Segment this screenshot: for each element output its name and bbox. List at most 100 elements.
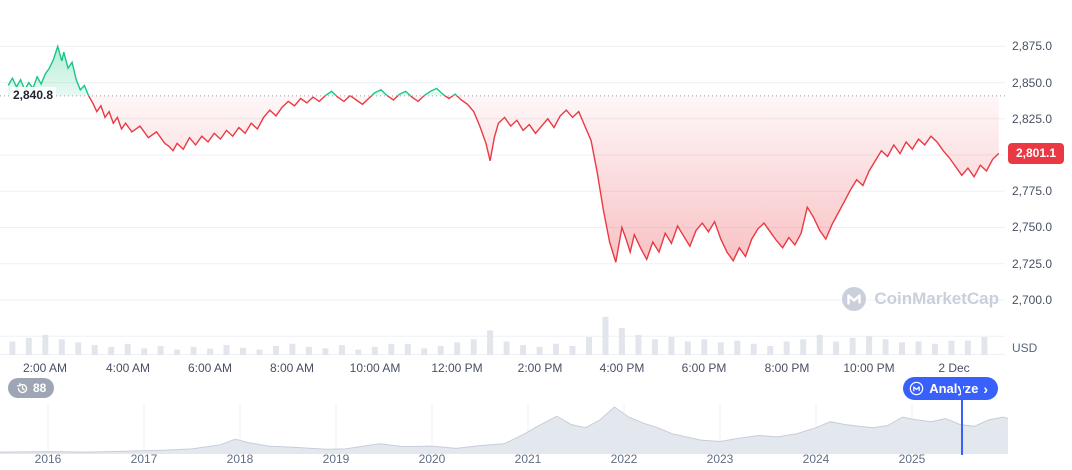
year-tick-label: 2023 xyxy=(706,452,734,466)
volume-bar xyxy=(866,336,873,355)
price-tick-label: 2,725.0 xyxy=(1012,256,1053,271)
time-tick-label: 8:00 AM xyxy=(269,361,315,375)
volume-bar xyxy=(124,343,131,355)
coinmarketcap-logo-icon xyxy=(841,286,867,312)
watermark-text: CoinMarketCap xyxy=(874,289,999,308)
volume-bar xyxy=(520,345,527,355)
volume-bar xyxy=(58,339,65,355)
volume-bar xyxy=(816,334,823,355)
year-tick-label: 2025 xyxy=(898,452,926,466)
volume-bar xyxy=(800,339,807,355)
volume-bar xyxy=(536,346,543,355)
year-tick-label: 2016 xyxy=(34,452,62,466)
volume-bar xyxy=(174,349,181,355)
time-tick-label: 4:00 AM xyxy=(105,361,151,375)
time-tick-label: 8:00 PM xyxy=(764,361,810,375)
volume-bar xyxy=(25,337,32,355)
volume-bar xyxy=(618,328,625,355)
volume-bar xyxy=(157,346,164,355)
volume-bar xyxy=(355,349,362,355)
volume-bar xyxy=(437,346,444,355)
coinmarketcap-watermark: CoinMarketCap xyxy=(841,286,999,312)
time-axis: 2:00 AM 4:00 AM 6:00 AM 8:00 AM 10:00 AM 12:0… xyxy=(0,355,1005,377)
volume-bar xyxy=(108,346,115,355)
history-count-label: 88 xyxy=(33,381,47,395)
volume-bar xyxy=(305,346,312,355)
volume-bar xyxy=(454,342,461,355)
volume-bar xyxy=(371,346,378,355)
chevron-right-icon: › xyxy=(983,380,988,397)
volume-bar xyxy=(651,339,658,355)
volume-bar xyxy=(273,346,279,355)
volume-bar xyxy=(553,343,559,355)
time-tick-label: 4:00 PM xyxy=(599,361,645,375)
navigator-chart[interactable] xyxy=(0,404,1008,454)
price-tick-label: 2,825.0 xyxy=(1012,111,1053,126)
volume-bar xyxy=(9,341,16,355)
time-tick-label: 2:00 PM xyxy=(517,361,563,375)
volume-bar xyxy=(734,340,741,355)
volume-bar xyxy=(256,349,263,355)
price-tick-label: 2,750.0 xyxy=(1012,220,1053,235)
volume-bar xyxy=(190,346,197,355)
volume-bar xyxy=(289,343,296,355)
volume-bar xyxy=(783,341,790,355)
volume-bar xyxy=(404,343,411,355)
volume-bar xyxy=(42,334,49,355)
volume-bar xyxy=(767,346,774,355)
time-tick-label: 12:00 PM xyxy=(431,361,483,375)
range-navigator[interactable] xyxy=(0,378,1008,455)
coinmarketcap-mini-icon xyxy=(909,381,924,396)
area-below-open xyxy=(88,95,999,263)
price-chart[interactable] xyxy=(0,0,1005,355)
year-tick-label: 2017 xyxy=(130,452,158,466)
time-tick-label: 6:00 AM xyxy=(187,361,233,375)
volume-bar xyxy=(503,341,510,355)
year-tick-label: 2018 xyxy=(226,452,254,466)
time-tick-label: 10:00 AM xyxy=(349,361,401,375)
price-tick-label: 2,875.0 xyxy=(1012,39,1053,54)
volume-bar xyxy=(833,341,840,355)
volume-bar xyxy=(981,337,988,355)
navigator-position-marker[interactable] xyxy=(961,378,963,455)
last-price-badge: 2,801.1 xyxy=(1008,142,1064,164)
price-tick-label: 2,775.0 xyxy=(1012,184,1053,199)
volume-bar xyxy=(75,342,82,355)
time-tick-label: 2 Dec xyxy=(938,361,970,375)
volume-bar xyxy=(635,334,642,355)
nav-area xyxy=(0,407,1008,454)
volume-bar xyxy=(388,343,395,355)
volume-bar xyxy=(882,339,889,355)
volume-bar xyxy=(586,337,592,355)
analyze-label: Analyze xyxy=(929,381,979,396)
volume-bar xyxy=(338,345,345,355)
history-count-badge[interactable]: 88 xyxy=(8,378,55,398)
volume-bar xyxy=(223,345,230,355)
volume-bar xyxy=(470,339,477,355)
clock-history-icon xyxy=(16,382,29,395)
price-line-down xyxy=(87,95,1000,263)
year-tick-label: 2021 xyxy=(514,452,542,466)
volume-bar xyxy=(141,348,148,355)
volume-bar xyxy=(668,337,675,355)
price-tick-label: 2,850.0 xyxy=(1012,75,1053,90)
volume-bar xyxy=(849,337,856,355)
volume-bar xyxy=(684,341,691,355)
time-tick-label: 6:00 PM xyxy=(681,361,727,375)
chart-area[interactable]: 2,840.8 CoinMarketCap xyxy=(0,0,1005,355)
volume-bar xyxy=(91,345,98,355)
price-axis: 2,801.1 USD 2,875.0 2,850.0 2,825.0 2,775.0… xyxy=(1005,0,1072,355)
analyze-button[interactable]: Analyze › xyxy=(903,377,998,400)
volume-bar xyxy=(487,330,494,355)
year-tick-label: 2024 xyxy=(802,452,830,466)
volume-bar xyxy=(240,347,246,355)
nav-line xyxy=(0,406,1008,453)
volume-bar xyxy=(899,342,905,355)
time-tick-label: 10:00 PM xyxy=(843,361,895,375)
open-price-label: 2,840.8 xyxy=(10,86,57,103)
volume-bar xyxy=(701,339,708,355)
volume-bar xyxy=(322,348,329,355)
price-tick-label: 2,700.0 xyxy=(1012,292,1053,307)
year-tick-label: 2019 xyxy=(322,452,350,466)
